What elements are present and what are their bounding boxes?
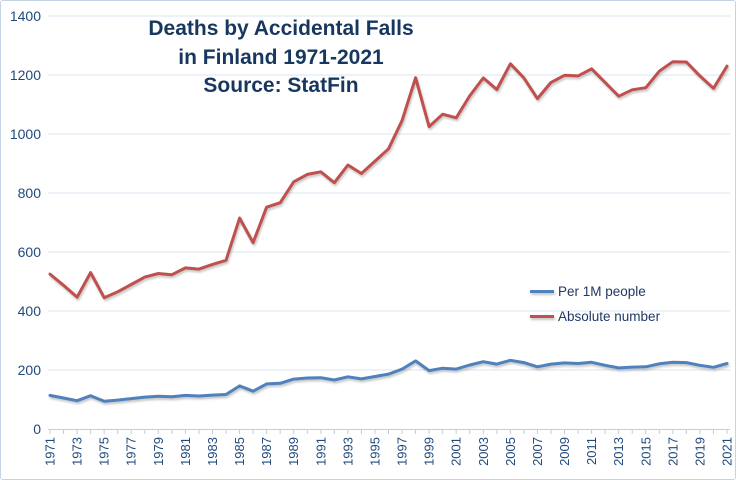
x-axis-label: 1977 — [124, 437, 139, 466]
x-axis-label: 2021 — [720, 437, 735, 466]
x-axis-label: 2007 — [530, 437, 545, 466]
y-axis-label: 0 — [33, 421, 41, 437]
y-axis-label: 400 — [18, 303, 42, 319]
x-axis-label: 1991 — [313, 437, 328, 466]
x-axis-label: 1989 — [286, 437, 301, 466]
y-axis-label: 200 — [18, 362, 42, 378]
x-axis-label: 1999 — [422, 437, 437, 466]
x-axis-label: 2011 — [584, 437, 599, 465]
x-axis-label: 1975 — [97, 437, 112, 466]
x-axis-label: 1997 — [395, 437, 410, 466]
legend-label-per-1m: Per 1M people — [558, 284, 646, 299]
legend-entry-per-1m: Per 1M people — [530, 279, 660, 304]
x-axis-label: 2001 — [449, 437, 464, 466]
legend: Per 1M people Absolute number — [530, 279, 660, 329]
legend-swatch-absolute-icon — [530, 315, 554, 318]
x-axis-label: 1985 — [232, 437, 247, 466]
x-axis-label: 2017 — [665, 437, 680, 466]
x-axis-label: 2005 — [503, 437, 518, 466]
x-axis-label: 1979 — [151, 437, 166, 466]
x-axis-label: 2015 — [638, 437, 653, 466]
y-axis-label: 800 — [18, 185, 42, 201]
x-axis-label: 1993 — [340, 437, 355, 466]
y-axis-label: 1000 — [10, 126, 41, 142]
x-axis-label: 2019 — [692, 437, 707, 466]
x-axis-label: 2009 — [557, 437, 572, 466]
x-axis-label: 1987 — [259, 437, 274, 466]
y-axis-label: 1200 — [10, 67, 41, 83]
series-line-absolute — [48, 60, 729, 300]
x-axis-label: 2013 — [611, 437, 626, 466]
series-line-per-1m — [48, 358, 729, 403]
x-axis-label: 1973 — [70, 437, 85, 466]
legend-entry-absolute: Absolute number — [530, 304, 660, 329]
x-axis-label: 1995 — [367, 437, 382, 466]
x-axis-label: 1971 — [43, 437, 58, 466]
legend-swatch-per-1m-icon — [530, 290, 554, 293]
y-axis-label: 1400 — [10, 8, 41, 24]
x-axis-label: 2003 — [476, 437, 491, 466]
x-axis-label: 1981 — [178, 437, 193, 466]
y-axis-label: 600 — [18, 244, 42, 260]
x-axis-label: 1983 — [205, 437, 220, 466]
legend-label-absolute: Absolute number — [558, 309, 661, 324]
